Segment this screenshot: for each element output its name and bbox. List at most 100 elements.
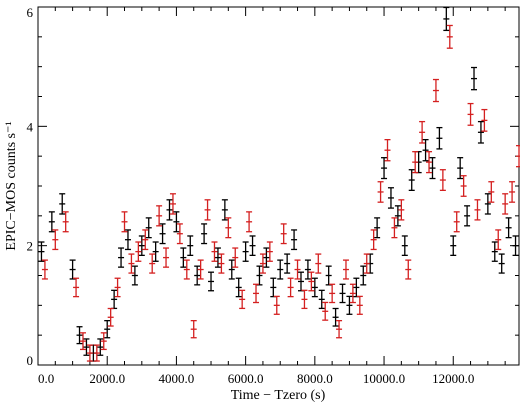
data-point — [294, 259, 301, 280]
data-point — [197, 259, 204, 280]
x-tick-label: 0.0 — [38, 371, 54, 386]
data-point — [100, 332, 107, 351]
data-point — [259, 253, 266, 274]
data-point — [86, 344, 93, 362]
data-point — [121, 211, 128, 233]
data-point — [135, 241, 142, 262]
data-point — [304, 259, 311, 280]
data-point — [38, 241, 45, 262]
data-point — [242, 241, 249, 262]
data-point — [297, 271, 304, 292]
data-point — [377, 181, 384, 203]
data-point — [93, 344, 100, 362]
data-point — [76, 326, 83, 345]
data-point — [474, 199, 481, 221]
data-point — [246, 211, 253, 233]
y-axis-label: EPIC−MOS counts s⁻¹ — [4, 121, 19, 250]
data-point — [118, 247, 125, 268]
data-point — [495, 229, 502, 251]
data-point — [325, 265, 332, 286]
data-point — [488, 181, 495, 203]
data-point — [273, 295, 280, 315]
data-point — [426, 151, 433, 174]
data-point — [145, 217, 152, 239]
data-point — [394, 205, 401, 227]
data-point — [280, 223, 287, 245]
data-point — [339, 283, 346, 304]
y-tick-label: 0 — [27, 353, 34, 368]
data-point — [201, 223, 208, 245]
data-point — [163, 247, 170, 268]
data-point — [464, 205, 471, 227]
data-point — [284, 253, 291, 274]
data-point — [457, 157, 464, 180]
series-1 — [41, 24, 520, 362]
data-point — [436, 126, 443, 150]
data-point — [412, 151, 419, 174]
data-point — [471, 66, 478, 91]
data-point — [180, 247, 187, 268]
data-point — [460, 175, 467, 197]
data-point — [363, 253, 370, 274]
data-point — [391, 217, 398, 239]
data-point — [502, 193, 509, 215]
data-point — [235, 277, 242, 298]
data-point — [138, 235, 145, 257]
data-point — [253, 283, 260, 304]
data-point — [232, 247, 239, 268]
data-point — [322, 301, 329, 321]
data-point — [218, 253, 225, 274]
data-point — [107, 307, 114, 327]
data-point — [270, 277, 277, 298]
data-point — [104, 320, 111, 339]
data-point — [387, 187, 394, 209]
data-point — [176, 223, 183, 245]
data-point — [342, 259, 349, 280]
data-point — [329, 283, 336, 304]
data-point — [443, 6, 450, 32]
data-point — [301, 289, 308, 310]
data-point — [249, 235, 256, 257]
data-point — [509, 181, 516, 203]
data-point — [408, 169, 415, 191]
data-point — [69, 259, 76, 280]
data-point — [166, 199, 173, 221]
data-point — [183, 259, 190, 280]
data-point — [187, 235, 194, 257]
data-point — [419, 120, 426, 144]
data-point — [432, 78, 439, 103]
data-point — [505, 217, 512, 239]
x-axis-label: Time − Tzero (s) — [231, 388, 326, 403]
data-point — [287, 277, 294, 298]
data-point — [315, 253, 322, 274]
data-point — [79, 332, 86, 351]
data-points — [38, 6, 520, 362]
data-point — [149, 253, 156, 274]
data-point — [190, 320, 197, 339]
data-point — [398, 199, 405, 221]
y-tick-label: 4 — [27, 119, 34, 134]
data-point — [239, 289, 246, 310]
data-point — [48, 211, 55, 233]
data-point — [405, 259, 412, 280]
data-point — [349, 283, 356, 304]
data-point — [374, 217, 381, 239]
data-point — [152, 241, 159, 262]
data-point — [266, 241, 273, 262]
data-point — [477, 120, 484, 144]
data-point — [360, 265, 367, 286]
y-tick-label: 2 — [27, 239, 34, 254]
data-point — [516, 145, 520, 168]
data-point — [318, 289, 325, 310]
data-point — [346, 295, 353, 315]
data-point — [308, 271, 315, 292]
data-point — [263, 247, 270, 268]
data-point — [211, 241, 218, 262]
data-point — [498, 253, 505, 274]
data-point — [173, 211, 180, 233]
data-point — [228, 259, 235, 280]
data-point — [114, 277, 121, 298]
data-point — [41, 259, 48, 280]
data-point — [194, 265, 201, 286]
